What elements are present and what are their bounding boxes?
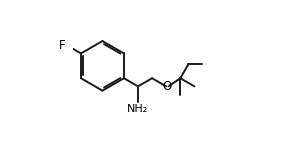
Text: NH₂: NH₂ <box>127 104 149 114</box>
Text: O: O <box>162 80 171 93</box>
Text: F: F <box>59 39 66 52</box>
